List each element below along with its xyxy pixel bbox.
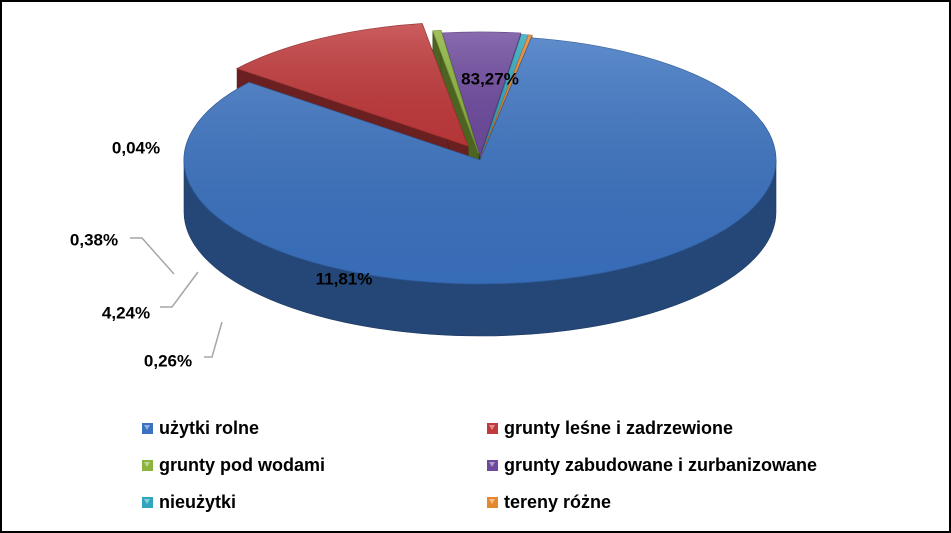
legend-item-grunty-lesne: grunty leśne i zadrzewione — [487, 416, 887, 440]
legend-item-nieuzytki: nieużytki — [142, 490, 487, 514]
leader-lines — [130, 237, 223, 358]
leader-line — [130, 237, 175, 275]
legend-swatch-grunty-pod-wodami — [142, 459, 153, 471]
legend-swatch-uzytki-rolne — [142, 422, 153, 434]
data-labels: 83,27% 11,81% 0,26% 4,24% 0,38% 0,04% — [70, 69, 519, 370]
legend-item-grunty-zabudowane: grunty zabudowane i zurbanizowane — [487, 453, 887, 477]
legend-item-grunty-pod-wodami: grunty pod wodami — [142, 453, 487, 477]
pie-slice-shine — [432, 30, 479, 154]
legend-item-uzytki-rolne: użytki rolne — [142, 416, 487, 440]
pie-slice-shine — [442, 31, 521, 156]
data-label: 0,38% — [70, 230, 118, 249]
legend-label: grunty leśne i zadrzewione — [504, 417, 734, 438]
data-label: 0,04% — [112, 138, 160, 157]
leader-line — [204, 321, 223, 358]
legend-label: użytki rolne — [159, 417, 260, 438]
pie-slice-shine — [184, 37, 777, 285]
legend-item-tereny-rozne: tereny różne — [487, 490, 887, 514]
pie-slices — [183, 23, 777, 337]
pie-slice-shine — [480, 34, 533, 158]
data-label: 4,24% — [102, 303, 150, 322]
legend-swatch-grunty-lesne — [487, 422, 498, 434]
legend-swatch-grunty-zabudowane — [487, 459, 498, 471]
legend-label: tereny różne — [504, 491, 612, 512]
legend-swatch-nieuzytki — [142, 496, 153, 508]
pie-slice — [183, 37, 777, 337]
legend: użytki rolne grunty leśne i zadrzewione … — [142, 416, 902, 514]
leader-line — [160, 271, 199, 308]
legend-label: grunty pod wodami — [159, 454, 325, 475]
legend-label: grunty zabudowane i zurbanizowane — [504, 454, 818, 475]
data-label: 83,27% — [461, 69, 519, 88]
legend-label: nieużytki — [159, 491, 237, 512]
legend-swatch-tereny-rozne — [487, 496, 498, 508]
data-label: 0,26% — [144, 351, 192, 370]
pie-slice-shine — [237, 23, 468, 147]
data-label: 11,81% — [316, 269, 373, 288]
